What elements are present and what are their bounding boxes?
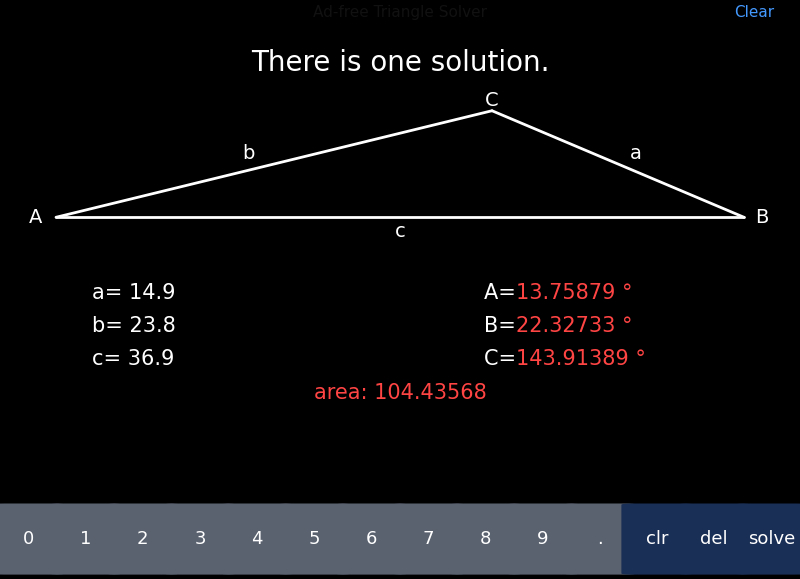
FancyBboxPatch shape — [507, 504, 578, 574]
Text: area: 104.43568: area: 104.43568 — [314, 383, 486, 402]
FancyBboxPatch shape — [50, 504, 122, 574]
Text: 13.75879 °: 13.75879 ° — [516, 283, 633, 303]
Text: 143.91389 °: 143.91389 ° — [516, 349, 646, 369]
Text: 5: 5 — [309, 530, 320, 548]
Text: c= 36.9: c= 36.9 — [92, 349, 174, 369]
Text: solve: solve — [748, 530, 795, 548]
Text: B=: B= — [484, 316, 522, 336]
FancyBboxPatch shape — [0, 504, 64, 574]
FancyBboxPatch shape — [336, 504, 407, 574]
Text: B: B — [755, 208, 768, 227]
FancyBboxPatch shape — [278, 504, 350, 574]
Text: Clear: Clear — [734, 5, 774, 20]
FancyBboxPatch shape — [393, 504, 464, 574]
FancyBboxPatch shape — [564, 504, 636, 574]
FancyBboxPatch shape — [450, 504, 522, 574]
Text: 4: 4 — [251, 530, 263, 548]
Text: clr: clr — [646, 530, 668, 548]
Text: There is one solution.: There is one solution. — [250, 49, 550, 78]
FancyBboxPatch shape — [107, 504, 178, 574]
Text: A=: A= — [484, 283, 522, 303]
Text: 8: 8 — [480, 530, 491, 548]
Text: 2: 2 — [137, 530, 149, 548]
FancyBboxPatch shape — [736, 504, 800, 574]
Text: b: b — [242, 144, 254, 163]
Text: 9: 9 — [537, 530, 549, 548]
Text: 0: 0 — [23, 530, 34, 548]
Text: c: c — [394, 222, 406, 241]
FancyBboxPatch shape — [164, 504, 236, 574]
FancyBboxPatch shape — [678, 504, 750, 574]
Text: del: del — [701, 530, 728, 548]
Text: 22.32733 °: 22.32733 ° — [516, 316, 633, 336]
Text: a: a — [630, 144, 642, 163]
Text: C=: C= — [484, 349, 522, 369]
Text: 7: 7 — [423, 530, 434, 548]
Text: b= 23.8: b= 23.8 — [92, 316, 176, 336]
Text: Ad-free Triangle Solver: Ad-free Triangle Solver — [313, 5, 487, 20]
FancyBboxPatch shape — [222, 504, 293, 574]
FancyBboxPatch shape — [622, 504, 693, 574]
Text: 1: 1 — [80, 530, 91, 548]
Text: 3: 3 — [194, 530, 206, 548]
Text: .: . — [597, 530, 603, 548]
Text: a= 14.9: a= 14.9 — [92, 283, 175, 303]
Text: C: C — [485, 91, 499, 110]
Text: A: A — [30, 208, 42, 227]
Text: 6: 6 — [366, 530, 377, 548]
